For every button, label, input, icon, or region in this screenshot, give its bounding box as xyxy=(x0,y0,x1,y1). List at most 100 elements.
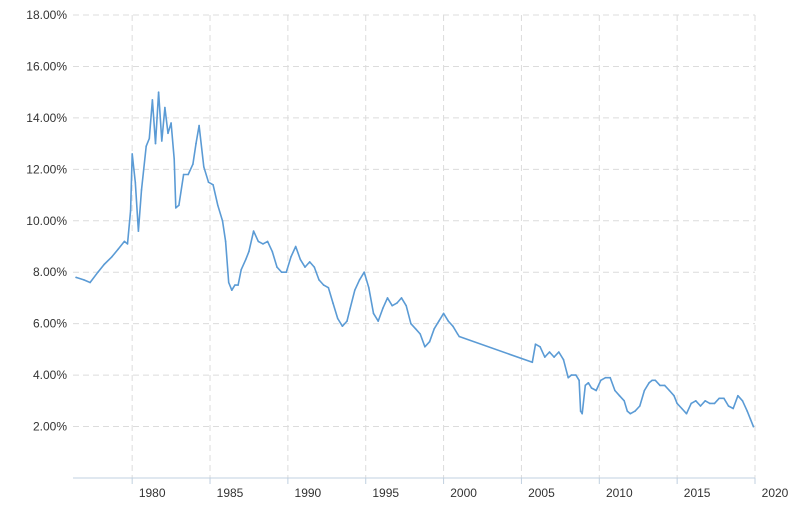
data-point xyxy=(89,281,91,284)
data-point xyxy=(313,266,316,268)
data-point xyxy=(304,266,306,268)
data-point xyxy=(83,279,85,281)
data-point xyxy=(182,173,185,176)
data-point xyxy=(544,356,546,358)
data-point xyxy=(447,320,450,322)
data-point xyxy=(626,410,629,412)
data-point xyxy=(428,340,431,343)
data-point xyxy=(117,248,119,250)
data-point xyxy=(590,387,593,389)
data-point xyxy=(221,220,224,222)
data-point xyxy=(741,400,744,402)
data-point xyxy=(276,266,278,268)
data-point xyxy=(723,397,725,400)
data-point xyxy=(234,284,236,286)
y-tick-label: 14.00% xyxy=(26,111,67,125)
data-point xyxy=(245,258,247,261)
data-point xyxy=(534,343,537,346)
data-point xyxy=(332,302,334,304)
data-point xyxy=(377,320,380,322)
y-tick-label: 8.00% xyxy=(33,265,67,279)
data-point xyxy=(170,122,172,124)
data-point xyxy=(567,376,569,379)
data-point xyxy=(651,379,653,382)
data-point xyxy=(659,384,661,387)
data-point xyxy=(294,245,297,248)
data-point xyxy=(363,271,366,274)
axis-layer xyxy=(73,477,756,484)
y-tick-label: 18.00% xyxy=(26,8,67,22)
y-tick-label: 16.00% xyxy=(26,59,67,73)
data-point xyxy=(285,271,288,274)
data-point xyxy=(732,407,734,410)
y-tick-label: 6.00% xyxy=(33,317,67,331)
data-point xyxy=(290,255,292,258)
data-point xyxy=(280,271,283,274)
data-point xyxy=(442,312,445,315)
data-point xyxy=(629,412,632,415)
data-point xyxy=(553,356,555,358)
x-tick-label: 1990 xyxy=(295,486,322,500)
data-point xyxy=(749,418,752,420)
data-point xyxy=(145,145,147,147)
data-point xyxy=(175,207,177,209)
data-point xyxy=(713,402,716,405)
data-point xyxy=(227,281,230,284)
data-point xyxy=(727,405,730,407)
data-point xyxy=(639,405,641,407)
data-point xyxy=(414,328,417,330)
data-point xyxy=(341,325,344,328)
data-point xyxy=(405,304,408,307)
data-point xyxy=(308,261,311,263)
data-point xyxy=(609,376,611,379)
data-point xyxy=(126,243,129,245)
data-point xyxy=(673,394,675,397)
data-point xyxy=(718,397,720,400)
data-point xyxy=(129,209,132,212)
data-point xyxy=(690,402,692,405)
data-point xyxy=(354,289,356,292)
x-tick-label: 1995 xyxy=(372,486,399,500)
series-line xyxy=(75,91,755,428)
data-point xyxy=(456,333,459,335)
data-point xyxy=(266,240,269,243)
data-point xyxy=(327,286,330,289)
data-point xyxy=(198,124,200,127)
x-tick-label: 1985 xyxy=(217,486,244,500)
data-point xyxy=(195,142,197,145)
y-tick-label: 12.00% xyxy=(26,162,67,176)
tick-label-layer: 2.00% 4.00% 6.00% 8.00% 10.00% 12.00% 14.00% 16… xyxy=(26,8,788,500)
data-point xyxy=(391,304,394,307)
data-point xyxy=(618,394,621,397)
data-point xyxy=(531,361,534,364)
data-point xyxy=(685,412,688,415)
data-point xyxy=(623,400,625,402)
data-point xyxy=(587,382,590,384)
data-point xyxy=(584,384,587,387)
data-point xyxy=(570,374,573,376)
grid-layer xyxy=(73,14,756,478)
y-tick-label: 2.00% xyxy=(33,420,67,434)
y-tick-label: 4.00% xyxy=(33,368,67,382)
data-point xyxy=(668,389,671,392)
x-tick-label: 2020 xyxy=(762,486,789,500)
data-point xyxy=(575,374,577,376)
data-point xyxy=(123,240,126,243)
series-layer xyxy=(75,91,755,428)
data-point xyxy=(336,317,339,320)
data-point xyxy=(681,407,683,410)
data-point xyxy=(164,106,166,109)
data-point xyxy=(419,333,422,335)
data-point xyxy=(676,402,678,405)
data-point xyxy=(140,189,143,191)
data-point xyxy=(148,137,151,140)
y-tick-label: 10.00% xyxy=(26,214,67,228)
data-point xyxy=(192,163,194,165)
data-point xyxy=(433,328,436,330)
data-point xyxy=(318,279,320,281)
data-point xyxy=(231,289,233,292)
data-point xyxy=(372,312,375,315)
data-point xyxy=(746,410,748,412)
data-point xyxy=(704,400,706,402)
data-point xyxy=(752,425,755,428)
